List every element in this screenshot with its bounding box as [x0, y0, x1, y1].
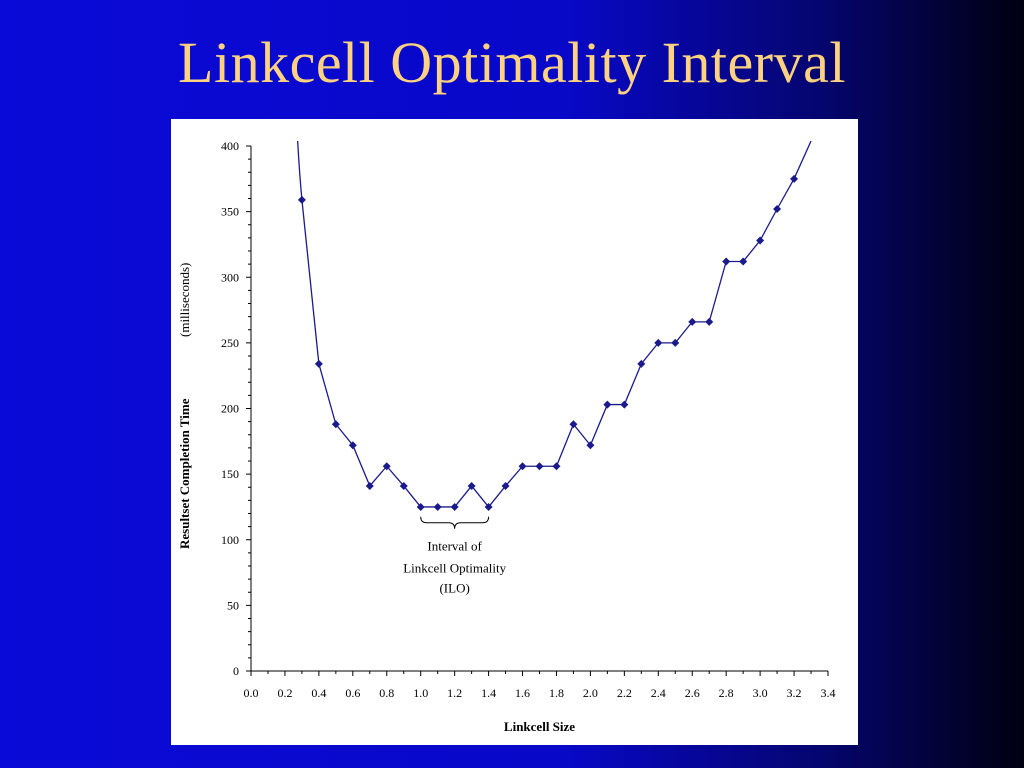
- x-tick-label: 0.2: [277, 686, 292, 700]
- data-point: [297, 195, 306, 204]
- data-point: [603, 400, 612, 409]
- y-tick-label: 150: [221, 467, 239, 481]
- data-point: [569, 420, 578, 429]
- x-tick-label: 1.8: [549, 686, 564, 700]
- data-point: [314, 359, 323, 368]
- y-axis-label-group: Resultset Completion Time (milliseconds): [177, 263, 192, 549]
- data-point: [654, 338, 663, 347]
- y-tick-label: 200: [221, 402, 239, 416]
- ilo-annotation-line: Interval of: [427, 538, 482, 553]
- data-point: [501, 481, 510, 490]
- data-point: [416, 502, 425, 511]
- y-tick-label: 0: [233, 664, 239, 678]
- x-tick-label: 1.6: [515, 686, 530, 700]
- ilo-brace: [420, 516, 490, 529]
- ilo-annotation: Interval of Linkcell Optimality (ILO): [403, 516, 507, 595]
- data-point: [399, 481, 408, 490]
- data-point: [450, 502, 459, 511]
- data-point: [535, 462, 544, 471]
- x-tick-label: 2.4: [651, 686, 666, 700]
- x-tick-label: 3.0: [753, 686, 768, 700]
- x-tick-label: 2.6: [685, 686, 700, 700]
- y-ticks: 0 50 100 150 200 250 300 350 400: [221, 139, 251, 678]
- data-point: [348, 441, 357, 450]
- data-point: [433, 502, 442, 511]
- x-tick-label: 0.6: [345, 686, 360, 700]
- data-point: [484, 502, 493, 511]
- data-point: [365, 481, 374, 490]
- data-point: [467, 481, 476, 490]
- series-line: [297, 140, 812, 508]
- x-tick-label: 3.4: [821, 686, 836, 700]
- data-point: [586, 441, 595, 450]
- data-point: [671, 338, 680, 347]
- y-tick-label: 350: [221, 205, 239, 219]
- data-point: [382, 462, 391, 471]
- ilo-annotation-line: (ILO): [439, 580, 469, 595]
- line-chart: 0 50 100 150 200 250 300 350 400 0.0 0.2 0.4 0.6 0.8…: [177, 139, 836, 734]
- data-point: [331, 420, 340, 429]
- chart-axes: 0 50 100 150 200 250 300 350 400 0.0 0.2 0.4 0.6 0.8…: [221, 139, 836, 700]
- data-point: [688, 317, 697, 326]
- slide-title: Linkcell Optimality Interval: [178, 30, 846, 95]
- x-tick-label: 0.4: [311, 686, 326, 700]
- data-point: [773, 205, 782, 213]
- data-point: [637, 359, 646, 368]
- data-point: [739, 257, 748, 266]
- x-tick-label: 1.2: [447, 686, 462, 700]
- data-point: [705, 317, 714, 326]
- data-point: [790, 174, 799, 183]
- x-tick-label: 1.0: [413, 686, 428, 700]
- ilo-annotation-line: Linkcell Optimality: [403, 561, 506, 576]
- data-point: [552, 462, 561, 471]
- y-tick-label: 300: [221, 270, 239, 284]
- data-point: [620, 400, 629, 409]
- x-tick-label: 2.2: [617, 686, 632, 700]
- y-tick-label: 250: [221, 336, 239, 350]
- y-axis-unit-label: (milliseconds): [177, 263, 192, 337]
- series-group: [297, 140, 812, 511]
- x-tick-label: 1.4: [481, 686, 496, 700]
- x-axis-label: Linkcell Size: [504, 719, 575, 734]
- x-tick-label: 0.8: [379, 686, 394, 700]
- x-ticks: 0.0 0.2 0.4 0.6 0.8 1.0 1.2 1.4 1.6 1.8 2.0 2.2 2.4 2…: [244, 671, 836, 700]
- data-point: [722, 257, 731, 266]
- data-point: [756, 236, 765, 245]
- x-tick-label: 2.8: [719, 686, 734, 700]
- x-tick-label: 2.0: [583, 686, 598, 700]
- y-tick-label: 400: [221, 139, 239, 153]
- y-tick-label: 50: [227, 598, 239, 612]
- data-point: [518, 462, 527, 471]
- x-tick-label: 0.0: [244, 686, 259, 700]
- y-axis-label: Resultset Completion Time: [177, 398, 192, 549]
- chart-panel: 0 50 100 150 200 250 300 350 400 0.0 0.2 0.4 0.6 0.8…: [171, 119, 858, 745]
- y-tick-label: 100: [221, 533, 239, 547]
- x-tick-label: 3.2: [787, 686, 802, 700]
